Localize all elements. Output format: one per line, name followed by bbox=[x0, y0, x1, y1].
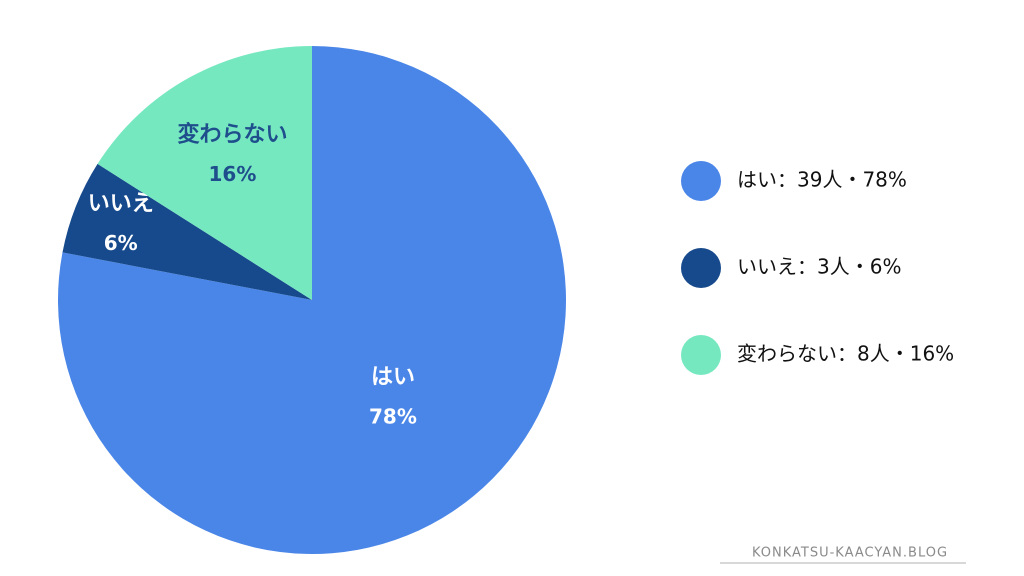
legend-swatch bbox=[681, 248, 721, 288]
legend-label: 変わらない：8人・16% bbox=[737, 342, 954, 366]
slice-label: はい bbox=[371, 365, 415, 390]
legend-swatch bbox=[681, 161, 721, 201]
pie-slice bbox=[97, 46, 312, 300]
slice-value-label: 16% bbox=[209, 162, 257, 186]
legend-swatch bbox=[681, 335, 721, 375]
legend-label: はい：39人・78% bbox=[737, 168, 907, 192]
legend-label: いいえ：3人・6% bbox=[737, 255, 901, 279]
pie-slice bbox=[62, 163, 312, 300]
footer: KONKATSU-KAACYAN.BLOG bbox=[752, 546, 948, 561]
slice-value-label: 78% bbox=[369, 404, 417, 428]
slice-label: 変わらない bbox=[177, 121, 287, 147]
slice-value-label: 6% bbox=[104, 231, 138, 255]
slice-label: いいえ bbox=[88, 191, 154, 216]
